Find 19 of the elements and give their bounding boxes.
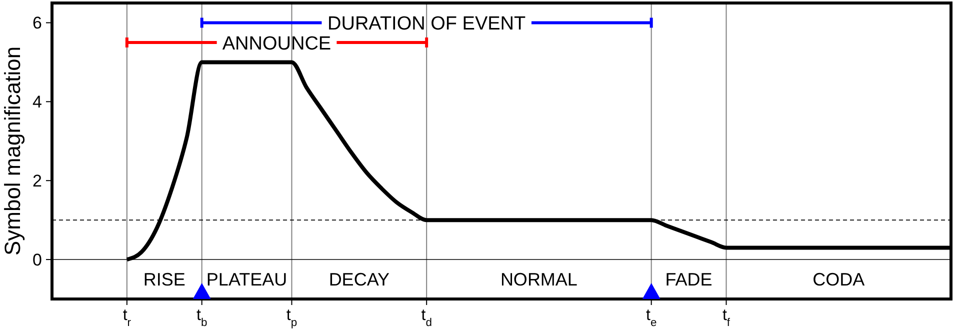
annotation: FADE xyxy=(665,269,712,290)
y-tick-label: 6 xyxy=(32,14,42,33)
annotation: RISE xyxy=(143,269,186,290)
annotation: PLATEAU xyxy=(206,269,288,290)
x-tick-label: t$_{f}$ xyxy=(722,307,731,329)
annotation: NORMAL xyxy=(500,269,578,290)
series-label: ANNOUNCE xyxy=(222,33,332,54)
y-axis-title: Symbol magnification xyxy=(0,46,25,256)
annotation: CODA xyxy=(812,269,865,290)
x-tick-label: t$_{b}$ xyxy=(196,307,208,329)
series-label: DURATION OF EVENT xyxy=(328,14,526,35)
x-tick-label: t$_{d}$ xyxy=(421,307,432,329)
annotation: DECAY xyxy=(328,269,390,290)
x-tick-label: t$_{e}$ xyxy=(646,307,657,329)
x-tick-label: t$_{r}$ xyxy=(122,307,132,329)
y-tick-label: 0 xyxy=(32,250,42,270)
y-tick-label: 2 xyxy=(32,172,42,191)
y-tick-label: 4 xyxy=(32,92,42,112)
x-tick-label: t$_{p}$ xyxy=(286,307,298,329)
